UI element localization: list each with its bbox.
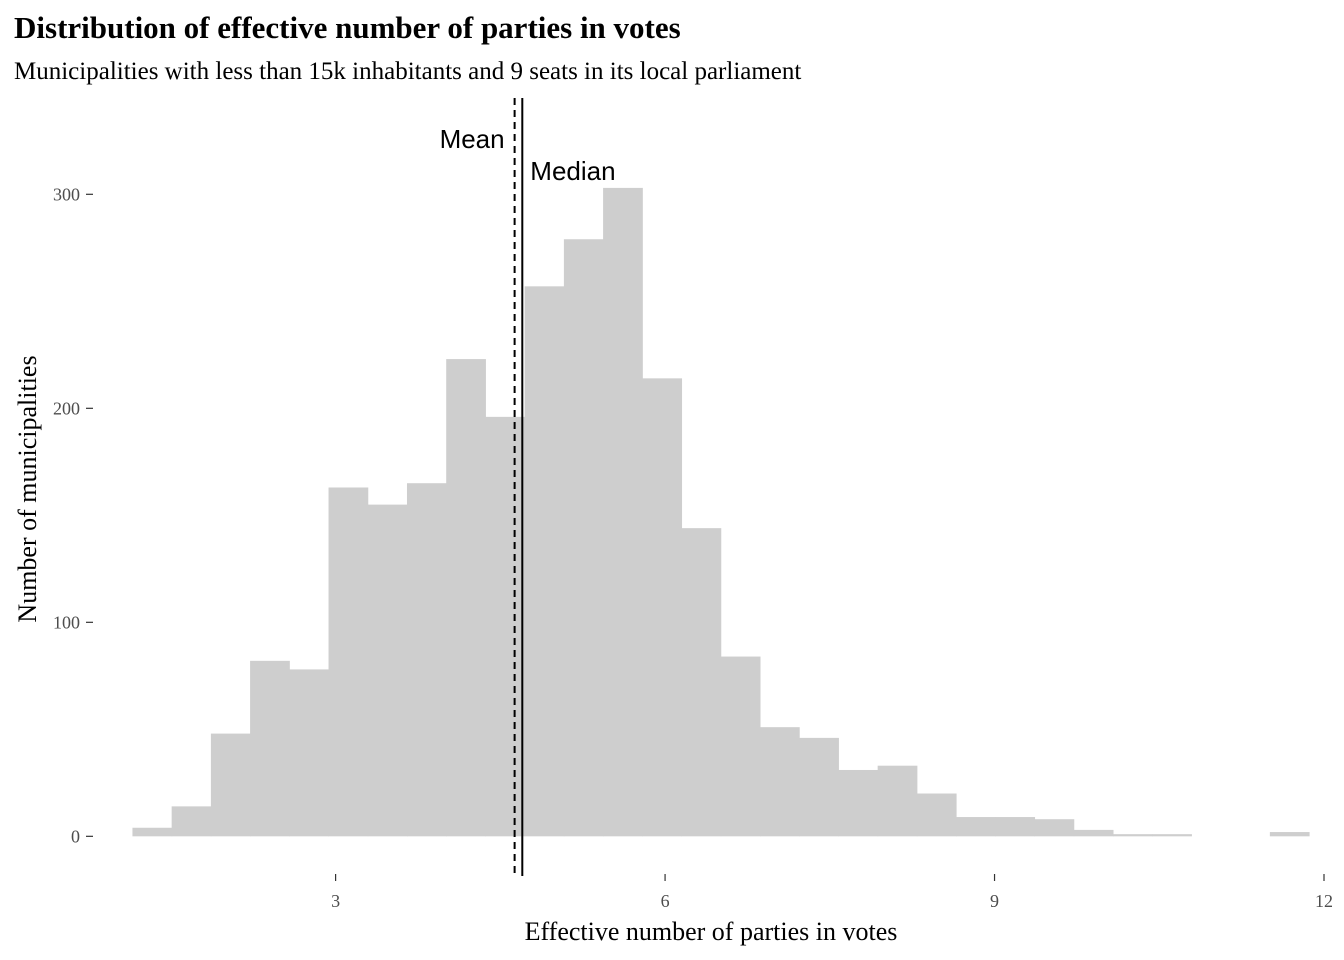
x-tick-label: 9 xyxy=(990,891,999,911)
x-tick-label: 12 xyxy=(1315,891,1333,911)
x-tick-label: 3 xyxy=(331,891,340,911)
histogram-bar xyxy=(1073,829,1114,837)
histogram-bar xyxy=(1034,819,1075,837)
histogram-bar xyxy=(759,727,800,837)
y-tick-label: 0 xyxy=(71,826,80,846)
histogram-bar xyxy=(132,827,173,837)
x-tick-label: 6 xyxy=(661,891,670,911)
y-tick-label: 300 xyxy=(53,184,80,204)
histogram-bar xyxy=(1152,834,1192,837)
histogram-bar xyxy=(877,765,918,837)
histogram-bar xyxy=(446,359,486,837)
histogram-bar xyxy=(485,416,526,837)
histogram-bar xyxy=(720,656,761,837)
x-axis: 3 6 9 12 xyxy=(331,874,1333,911)
chart-title: Distribution of effective number of part… xyxy=(14,10,681,45)
reference-lines: Mean Median xyxy=(440,98,616,876)
histogram-bar xyxy=(799,737,839,837)
y-tick-label: 100 xyxy=(53,612,80,632)
median-label: Median xyxy=(530,156,615,186)
histogram-bar xyxy=(916,793,957,837)
histogram-bar xyxy=(250,660,290,837)
histogram-bar xyxy=(171,806,212,837)
x-axis-title: Effective number of parties in votes xyxy=(525,917,898,946)
y-tick-label: 200 xyxy=(53,398,80,418)
histogram-bar xyxy=(367,504,408,837)
histogram-bar xyxy=(681,528,722,837)
histogram-bars xyxy=(132,187,1310,837)
histogram-bar xyxy=(603,187,643,837)
histogram-bar xyxy=(524,286,565,837)
histogram-bar xyxy=(838,769,879,837)
mean-label: Mean xyxy=(440,124,505,154)
histogram-bar xyxy=(956,817,996,837)
histogram-bar xyxy=(1269,832,1310,837)
histogram-bar xyxy=(406,483,447,837)
y-axis: 0 100 200 300 xyxy=(53,184,93,846)
histogram-bar xyxy=(563,239,604,837)
y-axis-title: Number of municipalities xyxy=(13,355,42,622)
chart-subtitle: Municipalities with less than 15k inhabi… xyxy=(14,58,802,85)
histogram-bar xyxy=(210,733,251,837)
histogram-bar xyxy=(289,669,330,837)
histogram-bar xyxy=(995,817,1036,837)
histogram-bar xyxy=(642,378,683,837)
histogram-bar xyxy=(1112,834,1153,837)
histogram-bar xyxy=(328,487,369,837)
